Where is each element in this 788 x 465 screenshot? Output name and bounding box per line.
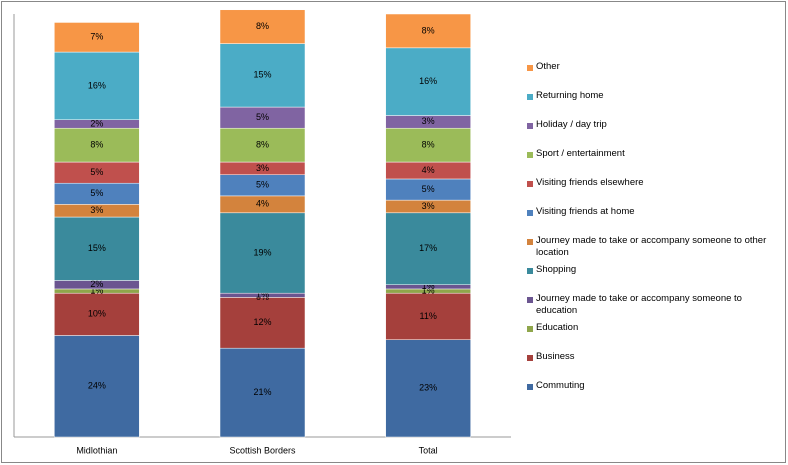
legend-swatch — [527, 152, 533, 158]
data-label: 2% — [90, 118, 103, 128]
bar-segment — [54, 22, 140, 53]
bar-segment — [54, 292, 140, 336]
data-label: 4% — [422, 165, 435, 175]
legend-entry: Shopping — [536, 264, 577, 275]
data-label: 15% — [253, 70, 271, 80]
data-label: 23% — [419, 383, 437, 393]
legend-label: Sport / entertainment — [536, 148, 625, 159]
bar-segment — [54, 335, 140, 438]
bar-segment — [385, 212, 471, 285]
data-label: 4% — [256, 199, 269, 209]
legend-swatch — [527, 239, 533, 245]
bar-segment — [385, 292, 471, 340]
bar-segment — [385, 47, 471, 116]
data-label: 10% — [88, 309, 106, 319]
data-label: 12% — [253, 317, 271, 327]
x-tick-label: Scottish Borders — [229, 445, 296, 455]
legend-swatch — [527, 268, 533, 274]
data-label: 3% — [90, 205, 103, 215]
bar-segment — [54, 51, 140, 120]
data-label: 5% — [90, 188, 103, 198]
legend-entry: Commuting — [536, 380, 585, 391]
data-label: 7% — [90, 32, 103, 42]
legend-label: Shopping — [536, 264, 577, 275]
legend-swatch — [527, 384, 533, 390]
data-label: 5% — [90, 167, 103, 177]
data-label: 8% — [256, 21, 269, 31]
legend-entry: Journey made to take or accompany someon… — [536, 235, 767, 258]
data-label: 8% — [422, 25, 435, 35]
bar-segment — [219, 127, 306, 163]
legend-swatch — [527, 181, 533, 187]
legend-entry: Education — [536, 322, 579, 333]
data-label: 24% — [88, 381, 106, 391]
legend-swatch — [527, 326, 533, 332]
data-label: 16% — [88, 80, 106, 90]
x-tick-label: Midlothian — [76, 445, 117, 455]
data-label: 17% — [419, 243, 437, 253]
legend-swatch — [527, 94, 533, 100]
data-label: 1% — [256, 290, 269, 300]
legend-swatch — [527, 65, 533, 71]
data-label: 5% — [256, 112, 269, 122]
data-label: 5% — [422, 184, 435, 194]
data-label: 8% — [256, 140, 269, 150]
bar-segment — [54, 127, 140, 163]
legend-swatch — [527, 355, 533, 361]
legend-label: Journey made to take or accompany someon… — [536, 293, 742, 316]
data-label: 1% — [422, 281, 435, 291]
data-label: 11% — [419, 311, 436, 321]
legend-swatch — [527, 210, 533, 216]
bar-segment — [219, 347, 306, 438]
data-label: 1% — [90, 285, 103, 295]
legend-entry: Visiting friends elsewhere — [536, 177, 644, 188]
legend-entry: Other — [536, 61, 560, 72]
data-label: 3% — [422, 116, 435, 126]
legend-entry: Returning home — [536, 90, 604, 101]
data-label: 3% — [422, 201, 435, 211]
data-label: 19% — [253, 247, 271, 257]
legend-entry: Journey made to take or accompany someon… — [536, 293, 742, 316]
legend-label: Other — [536, 61, 560, 72]
data-label: 21% — [253, 387, 271, 397]
legend-entry: Holiday / day trip — [536, 119, 607, 130]
legend-label: Journey made to take or accompany someon… — [536, 235, 767, 258]
x-tick-label: Total — [419, 445, 438, 455]
legend-label: Visiting friends at home — [536, 206, 635, 217]
data-label: 1% — [422, 285, 435, 295]
legend-label: Returning home — [536, 90, 604, 101]
bar-segment — [219, 9, 306, 44]
data-label: 8% — [422, 140, 435, 150]
bar-segment — [219, 297, 306, 349]
legend-label: Holiday / day trip — [536, 119, 607, 130]
data-label: 8% — [90, 140, 103, 150]
bar-segment — [385, 339, 471, 438]
bar-segment — [385, 127, 471, 163]
legend-swatch — [527, 123, 533, 129]
legend-label: Education — [536, 322, 579, 333]
bar-segment — [219, 43, 306, 108]
data-label: 3% — [256, 163, 269, 173]
legend-label: Visiting friends elsewhere — [536, 177, 644, 188]
legend-entry: Sport / entertainment — [536, 148, 625, 159]
data-label: 16% — [419, 76, 437, 86]
legend-entry: Business — [536, 351, 575, 362]
legend-label: Business — [536, 351, 575, 362]
legend-label: Commuting — [536, 380, 585, 391]
legend-entry: Visiting friends at home — [536, 206, 635, 217]
bar-segment — [385, 13, 471, 49]
data-label: 15% — [88, 243, 106, 253]
data-label: 2% — [90, 279, 103, 289]
legend-swatch — [527, 297, 533, 303]
bar-segment — [219, 212, 306, 294]
data-label: 5% — [256, 180, 269, 190]
